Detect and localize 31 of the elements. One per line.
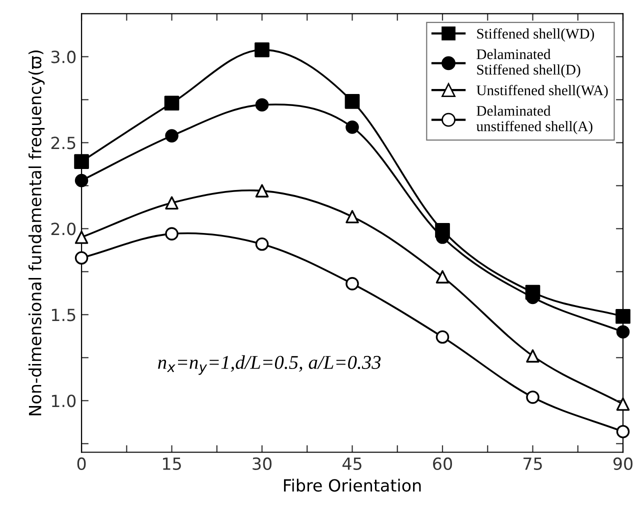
- legend-label: Delaminated unstiffened shell(A): [476, 106, 592, 134]
- point: [436, 270, 450, 284]
- legend-label: Unstiffened shell(WA): [476, 84, 608, 98]
- y-tick-label: 1.0: [52, 394, 76, 408]
- x-tick-label: 45: [342, 458, 362, 470]
- y-tick-label: 1.5: [52, 308, 76, 322]
- x-tick-label: 75: [524, 458, 542, 470]
- x-tick-label: 60: [433, 457, 452, 470]
- legend-label: Stiffened shell(WD): [477, 28, 594, 42]
- x-tick-label: 0: [77, 457, 86, 470]
- point: [165, 196, 178, 210]
- y-tick-label: 3.0: [51, 50, 76, 64]
- point: [616, 308, 630, 324]
- point: [254, 42, 270, 58]
- point: [616, 397, 630, 411]
- point: [74, 154, 89, 170]
- x-tick-label: 15: [163, 458, 181, 470]
- point: [344, 94, 360, 109]
- y-tick-label: 2.0: [51, 222, 76, 236]
- point: [346, 210, 359, 224]
- legend-label: Delaminated Stiffened shell(D): [476, 48, 580, 78]
- point: [74, 230, 88, 244]
- y-axis-title: Non-dimensional fundamental frequency(ϖ): [28, 50, 45, 416]
- x-axis-title: Fibre Orientation: [284, 478, 421, 492]
- x-tick-label: 90: [613, 457, 632, 470]
- annotation: n$_{x}$=n$_{y}$=1,d/L=0.5, a/L=0.33: [158, 355, 381, 375]
- point: [255, 184, 269, 198]
- y-tick-label: 2.5: [51, 136, 76, 150]
- point: [164, 96, 180, 111]
- point: [526, 349, 540, 363]
- x-tick-label: 30: [252, 457, 272, 470]
